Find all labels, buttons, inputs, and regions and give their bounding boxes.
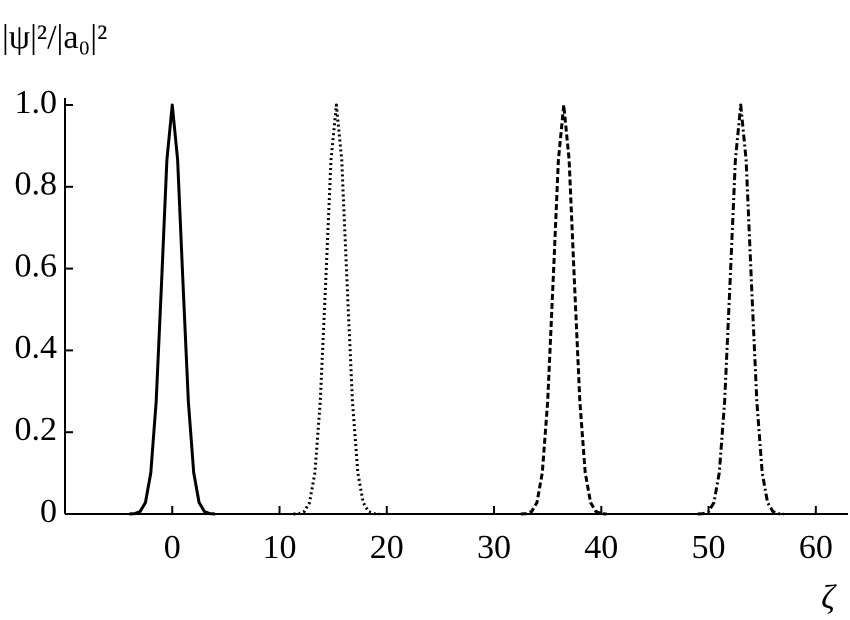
pulse-line xyxy=(293,103,380,516)
y-tick-label: 0.2 xyxy=(15,411,58,448)
x-tick-label: 30 xyxy=(477,529,511,566)
x-tick-label: 40 xyxy=(584,529,618,566)
y-tick-label: 0 xyxy=(40,493,57,530)
x-tick-label: 50 xyxy=(692,529,726,566)
x-tick-label: 20 xyxy=(370,529,404,566)
y-tick-label: 0.4 xyxy=(15,329,58,366)
x-tick-label: 0 xyxy=(164,529,181,566)
pulse-line xyxy=(129,103,216,516)
y-tick-label: 0.6 xyxy=(15,247,58,284)
y-tick-label: 1.0 xyxy=(15,84,58,121)
y-tick-label: 0.8 xyxy=(15,166,58,203)
pulse-line xyxy=(697,103,784,516)
x-tick-label: 10 xyxy=(263,529,297,566)
x-axis-label: ζ xyxy=(821,579,837,616)
y-axis-label: |ψ|²/|a₀|² xyxy=(2,19,107,56)
pulse-line xyxy=(520,103,607,516)
x-tick-label: 60 xyxy=(799,529,833,566)
